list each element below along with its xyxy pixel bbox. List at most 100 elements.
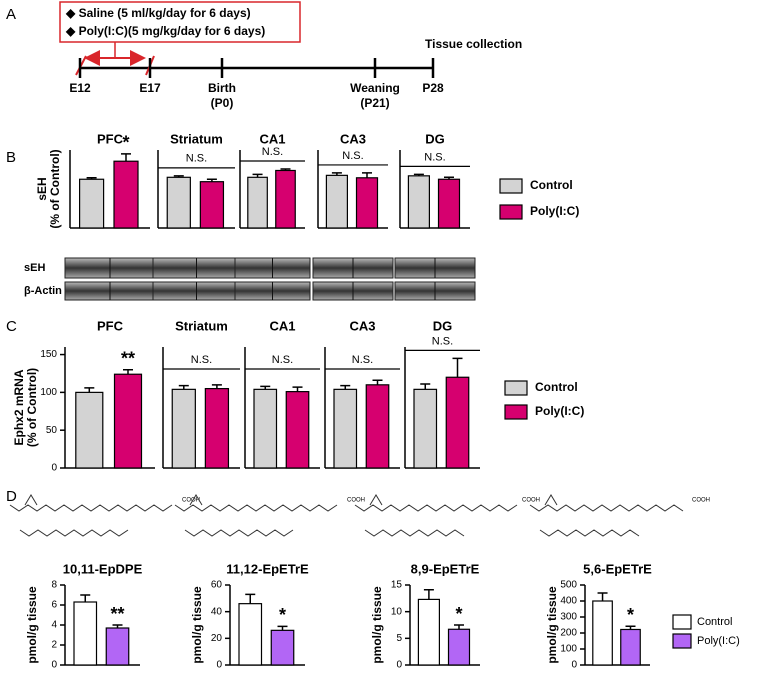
y-tick-label: 100 bbox=[560, 644, 577, 655]
error-bar bbox=[452, 357, 463, 378]
bar bbox=[166, 176, 191, 229]
chart-title: DG bbox=[433, 318, 453, 333]
legend-label: Poly(I:C) bbox=[530, 204, 579, 218]
bar bbox=[620, 628, 641, 666]
bar bbox=[417, 598, 440, 666]
panel-label: D bbox=[6, 488, 17, 505]
error-bar bbox=[206, 178, 217, 182]
chart-title: CA3 bbox=[340, 131, 366, 146]
chart-title: CA1 bbox=[259, 131, 285, 146]
error-bar bbox=[454, 624, 464, 630]
annotation: * bbox=[279, 605, 286, 625]
error-bar bbox=[123, 368, 133, 375]
annotation: N.S. bbox=[191, 354, 212, 366]
legend-swatch bbox=[499, 178, 523, 194]
bar bbox=[253, 388, 278, 469]
y-tick-label: 100 bbox=[40, 387, 57, 398]
y-tick-label: 0 bbox=[51, 660, 57, 671]
bar bbox=[355, 177, 379, 229]
timepoint-label: E17 bbox=[139, 81, 161, 95]
structure bbox=[174, 504, 338, 512]
y-tick-label: 0 bbox=[216, 660, 222, 671]
bar bbox=[113, 373, 143, 469]
bar bbox=[204, 387, 230, 469]
epoxide bbox=[369, 494, 383, 506]
bar bbox=[275, 169, 296, 229]
y-tick-label: 8 bbox=[51, 580, 57, 591]
bar bbox=[199, 181, 225, 229]
legend-swatch bbox=[499, 204, 523, 220]
bar bbox=[247, 176, 268, 229]
y-tick-label: 4 bbox=[51, 620, 57, 631]
y-axis-label: pmol/g tissue bbox=[545, 586, 559, 664]
error-bar bbox=[420, 383, 431, 390]
y-tick-label: 15 bbox=[391, 580, 403, 591]
legend-label: Poly(I:C) bbox=[697, 635, 740, 647]
chart-title: 8,9-EpETrE bbox=[411, 561, 480, 576]
chart-title: DG bbox=[425, 131, 445, 146]
bar bbox=[113, 160, 139, 229]
legend-label: Control bbox=[697, 616, 732, 628]
y-axis-label: sEH bbox=[35, 177, 49, 200]
legend-swatch bbox=[504, 404, 528, 420]
timepoint-label: Birth bbox=[208, 81, 236, 95]
y-tick-label: 60 bbox=[211, 580, 223, 591]
structure bbox=[539, 529, 640, 537]
y-tick-label: 50 bbox=[46, 425, 58, 436]
annotation: ** bbox=[121, 348, 135, 368]
annotation: N.S. bbox=[186, 153, 207, 165]
legend-swatch bbox=[672, 614, 692, 630]
y-axis-label: pmol/g tissue bbox=[370, 586, 384, 664]
bar bbox=[592, 600, 613, 666]
y-tick-label: 150 bbox=[40, 349, 57, 360]
structure bbox=[184, 529, 294, 537]
y-axis-label: (% of Control) bbox=[48, 149, 62, 228]
treatment-label: ◆ Saline (5 ml/kg/day for 6 days) bbox=[65, 6, 251, 20]
blot-label: sEH bbox=[24, 262, 45, 274]
error-bar bbox=[173, 175, 184, 178]
bar bbox=[407, 175, 430, 229]
y-axis-label: pmol/g tissue bbox=[190, 586, 204, 664]
structure bbox=[9, 504, 173, 512]
error-bar bbox=[260, 385, 271, 390]
error-bar bbox=[112, 624, 123, 628]
panel-label: C bbox=[6, 318, 17, 335]
y-axis-label: Ephx2 mRNA bbox=[12, 369, 26, 445]
bar bbox=[325, 174, 348, 229]
error-bar bbox=[178, 384, 189, 390]
timepoint-sub: (P0) bbox=[211, 96, 234, 110]
annotation: * bbox=[627, 605, 634, 625]
treatment-label: ◆ Poly(I:C)(5 mg/kg/day for 6 days) bbox=[65, 24, 265, 38]
error-bar bbox=[331, 172, 342, 176]
bar bbox=[270, 629, 295, 666]
end-label: Tissue collection bbox=[425, 37, 522, 51]
panel-label: A bbox=[6, 6, 16, 23]
bar bbox=[75, 391, 104, 469]
structure bbox=[529, 504, 684, 512]
structure-label: COOH bbox=[692, 498, 710, 504]
legend-swatch bbox=[504, 380, 528, 396]
y-tick-label: 0 bbox=[51, 463, 57, 474]
y-tick-label: 2 bbox=[51, 640, 57, 651]
bar bbox=[365, 384, 390, 469]
error-bar bbox=[84, 387, 95, 393]
y-tick-label: 6 bbox=[51, 600, 57, 611]
annotation: N.S. bbox=[262, 146, 283, 158]
structure-label: COOH bbox=[182, 498, 200, 504]
error-bar bbox=[277, 625, 288, 631]
epoxide bbox=[544, 494, 558, 506]
error-bar bbox=[340, 384, 351, 390]
legend-label: Control bbox=[530, 178, 573, 192]
legend-label: Poly(I:C) bbox=[535, 404, 584, 418]
error-bar bbox=[423, 589, 434, 600]
annotation: N.S. bbox=[342, 150, 363, 162]
timepoint-label: Weaning bbox=[350, 81, 400, 95]
chart-title: CA1 bbox=[269, 318, 295, 333]
structure bbox=[354, 504, 518, 512]
y-axis-label: (% of Control) bbox=[25, 368, 39, 447]
error-bar bbox=[211, 384, 222, 389]
chart-title: PFC bbox=[97, 131, 124, 146]
y-tick-label: 40 bbox=[211, 606, 223, 617]
